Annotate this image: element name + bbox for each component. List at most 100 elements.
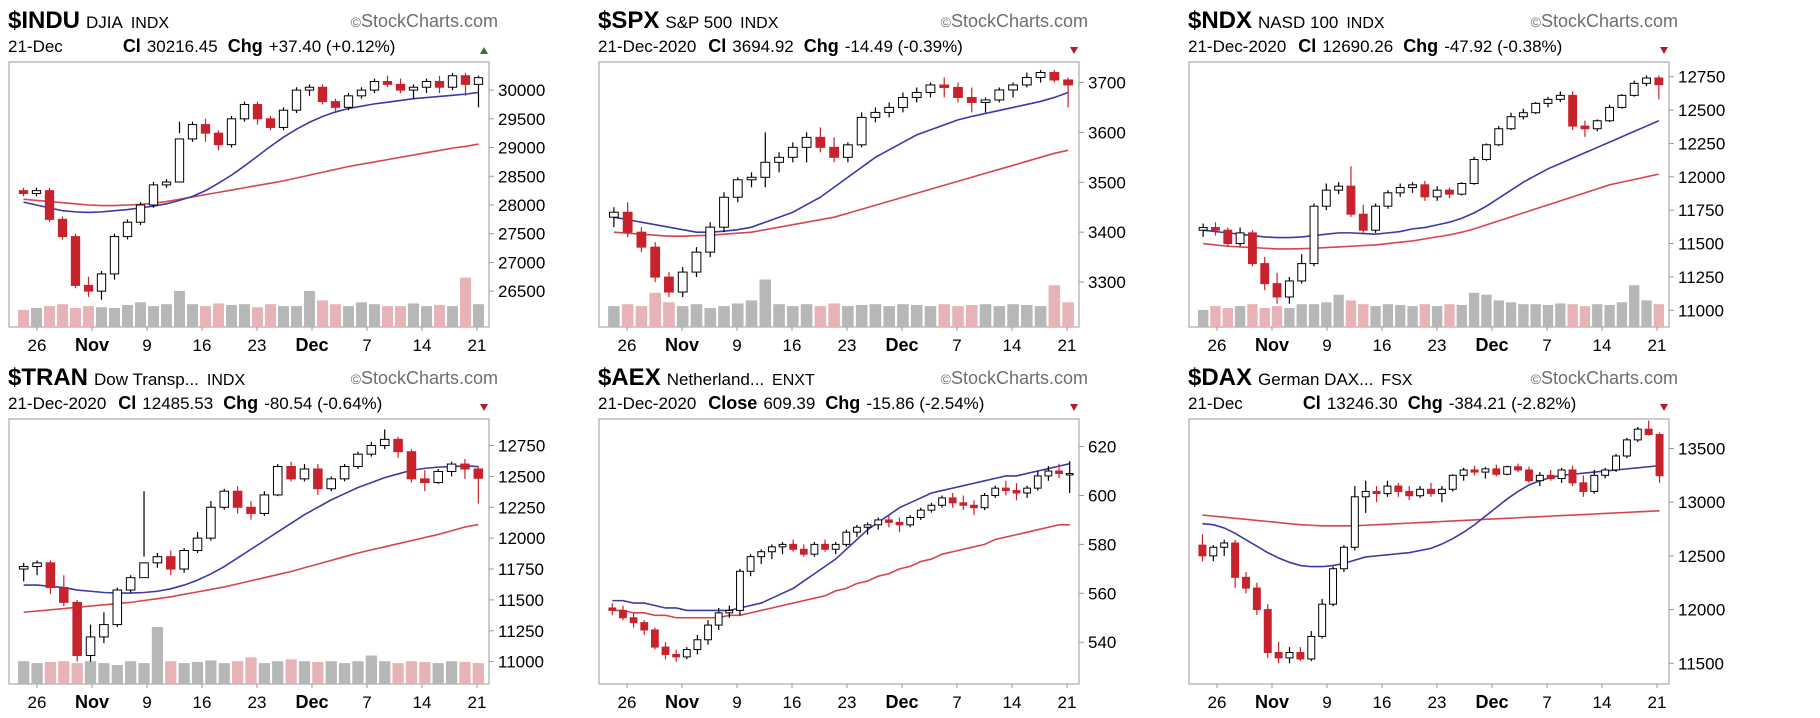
volume-bar — [44, 306, 55, 327]
candle — [148, 182, 159, 208]
volume-bar — [382, 306, 393, 327]
y-tick-label: 13500 — [1678, 439, 1725, 458]
volume-bar — [787, 306, 799, 327]
candle — [1231, 539, 1240, 589]
candle — [1605, 104, 1615, 123]
arrow-down-icon — [1070, 47, 1078, 54]
copyright-icon: © — [941, 14, 952, 30]
y-tick-label: 11500 — [1678, 235, 1724, 254]
exchange-label: INDX — [740, 15, 779, 32]
chart-panel-tran[interactable]: $TRAN Dow Transp... INDX ©StockCharts.com 21… — [8, 361, 590, 711]
volume-bar — [731, 303, 744, 327]
candle — [1644, 420, 1653, 436]
plot-area[interactable] — [1188, 418, 1670, 685]
chart-panel-spx[interactable]: $SPX S&P 500 INDX ©StockCharts.com 21-Dec-20… — [598, 4, 1180, 354]
x-tick-label: Nov — [1255, 692, 1289, 711]
volume-bar — [1444, 304, 1455, 327]
volume-bar — [676, 306, 689, 327]
x-tick-label: Dec — [295, 335, 328, 354]
candle — [369, 78, 380, 93]
y-tick-label: 12250 — [498, 498, 545, 517]
candle — [1555, 91, 1565, 103]
y-tick-label: 580 — [1088, 535, 1116, 554]
chart-svg: $AEX Netherland... ENXT ©StockCharts.com21-… — [598, 364, 1116, 711]
candle — [746, 172, 757, 188]
candle — [1012, 483, 1021, 501]
x-tick-label: Nov — [665, 335, 699, 354]
x-tick-label: 16 — [783, 336, 802, 354]
volume-bar — [473, 304, 484, 327]
candle — [1481, 466, 1490, 479]
volume-bar — [1358, 304, 1369, 327]
x-tick-label: Nov — [75, 692, 109, 711]
candle — [161, 179, 172, 188]
volume-bar — [278, 306, 289, 327]
x-tick-label: 23 — [248, 336, 267, 354]
plot-area[interactable] — [8, 61, 490, 328]
candle — [1535, 472, 1544, 487]
candle — [109, 233, 120, 280]
candle — [1209, 545, 1218, 562]
chart-panel-ndx[interactable]: $NDX NASD 100 INDX ©StockCharts.com 21-Dec-2… — [1188, 4, 1770, 354]
candle — [1274, 641, 1283, 664]
chart-panel-indu[interactable]: $INDU DJIA INDX ©StockCharts.com 21-Dec Cl 302… — [8, 4, 590, 354]
candle — [693, 634, 702, 655]
candle — [953, 82, 963, 103]
volume-bar — [1653, 304, 1665, 327]
volume-bar — [109, 308, 120, 327]
x-tick-label: 9 — [732, 336, 741, 354]
candle — [682, 647, 691, 660]
y-tick-label: 11000 — [1678, 301, 1724, 320]
moving-average-fast — [613, 91, 1069, 233]
plot-area[interactable] — [598, 418, 1080, 685]
chart-panel-dax[interactable]: $DAX German DAX... FSX ©StockCharts.com 21-D… — [1188, 361, 1770, 711]
candle — [1321, 183, 1331, 211]
candle — [1405, 486, 1414, 501]
date-label: 21-Dec-2020 — [8, 394, 106, 413]
candle — [760, 132, 771, 188]
volume-bar — [352, 661, 364, 684]
candle — [1371, 203, 1381, 233]
moving-average-slow — [1203, 173, 1660, 250]
volume-bar — [18, 661, 30, 684]
candle — [1592, 119, 1602, 132]
chart-panel-aex[interactable]: $AEX Netherland... ENXT ©StockCharts.com 21-… — [598, 361, 1180, 711]
candle — [219, 488, 230, 510]
close-label: Cl — [118, 393, 136, 413]
candle — [1297, 254, 1307, 284]
y-tick-label: 12000 — [498, 529, 545, 548]
volume-bar — [1034, 306, 1047, 327]
y-tick-label: 600 — [1088, 486, 1116, 505]
x-tick-label: 9 — [142, 336, 151, 354]
candle — [1033, 471, 1042, 491]
candle — [1055, 463, 1063, 479]
volume-bar — [1407, 306, 1418, 327]
volume-bar — [897, 304, 909, 327]
volume-bar — [165, 661, 177, 684]
volume-bar — [1530, 304, 1541, 327]
candle — [96, 271, 107, 300]
candle — [1220, 539, 1229, 556]
candle — [1394, 482, 1403, 497]
y-tick-label: 560 — [1088, 584, 1116, 603]
y-tick-label: 3500 — [1088, 173, 1126, 192]
volume-bar — [1007, 304, 1019, 327]
candle — [895, 517, 904, 533]
candle — [925, 82, 936, 98]
y-tick-label: 11000 — [498, 653, 544, 672]
candle — [313, 464, 323, 495]
candle — [746, 554, 755, 577]
source-label: ©StockCharts.com — [941, 11, 1088, 31]
quote-line: 21-Dec-2020 Cl 12690.26 Chg -47.92 (-0.38%) — [1188, 36, 1562, 56]
change-value: +37.40 (+0.12%) — [269, 37, 396, 56]
candle — [272, 464, 283, 497]
x-tick-label: Dec — [1475, 335, 1508, 354]
candle — [179, 548, 189, 573]
x-tick-label: 21 — [1058, 336, 1077, 354]
volume-bar — [1271, 306, 1283, 327]
y-tick-label: 30000 — [498, 81, 545, 100]
candle — [393, 436, 403, 458]
candle — [1514, 463, 1523, 473]
candle — [174, 121, 185, 183]
index-name: S&P 500 — [665, 13, 732, 32]
